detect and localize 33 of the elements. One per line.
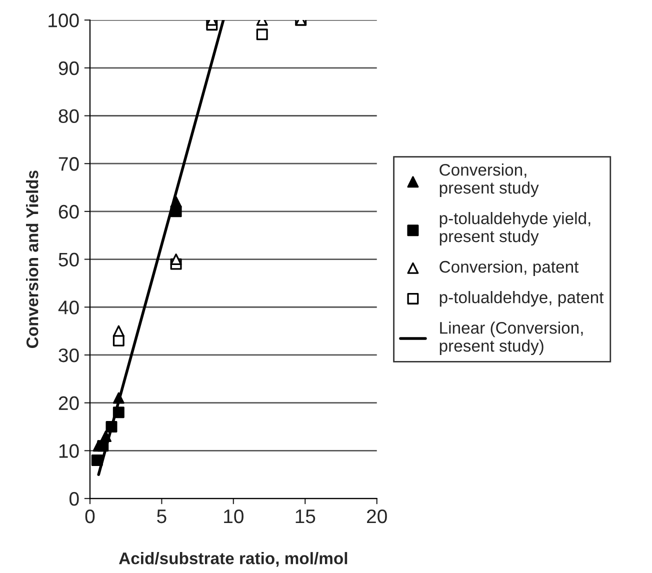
- y-tick-label: 100: [48, 14, 79, 28]
- y-tick-label: 30: [58, 348, 79, 362]
- y-axis-title: Conversion and Yields: [26, 170, 38, 348]
- y-tick-label: 90: [58, 61, 79, 76]
- legend-label: p-tolualdehdye, patent: [440, 291, 604, 307]
- point: [91, 454, 103, 466]
- y-tick-label: 10: [59, 444, 79, 458]
- x-tick-label: 15: [296, 510, 316, 524]
- y-tick-label: 40: [58, 300, 79, 314]
- point: [256, 28, 268, 40]
- point: [170, 254, 182, 266]
- y-tick-label: 60: [58, 204, 79, 219]
- point: [112, 325, 124, 337]
- point: [112, 392, 124, 404]
- legend-label: Linear (Conversion, present study): [440, 322, 583, 356]
- legend-label: Conversion, present study: [440, 164, 539, 197]
- y-tick-label: 0: [70, 492, 79, 506]
- point: [92, 440, 104, 452]
- x-tick-label: 20: [367, 509, 387, 524]
- x-axis-title: Acid/substrate ratio, mol/mol: [119, 552, 348, 567]
- y-tick-label: 50: [58, 252, 79, 267]
- point: [170, 196, 182, 208]
- y-tick-label: 70: [58, 157, 79, 171]
- y-tick-label: 80: [58, 109, 79, 123]
- point: [100, 430, 112, 442]
- legend-label: p-tolualdehyde yield, present study: [440, 212, 590, 246]
- point: [112, 406, 124, 418]
- legend-label: Conversion, patent: [440, 260, 579, 276]
- y-tick-label: 20: [58, 396, 79, 410]
- x-tick-label: 5: [157, 510, 166, 524]
- point: [106, 420, 118, 432]
- x-tick-label: 10: [224, 509, 244, 524]
- x-tick-label: 0: [85, 509, 95, 524]
